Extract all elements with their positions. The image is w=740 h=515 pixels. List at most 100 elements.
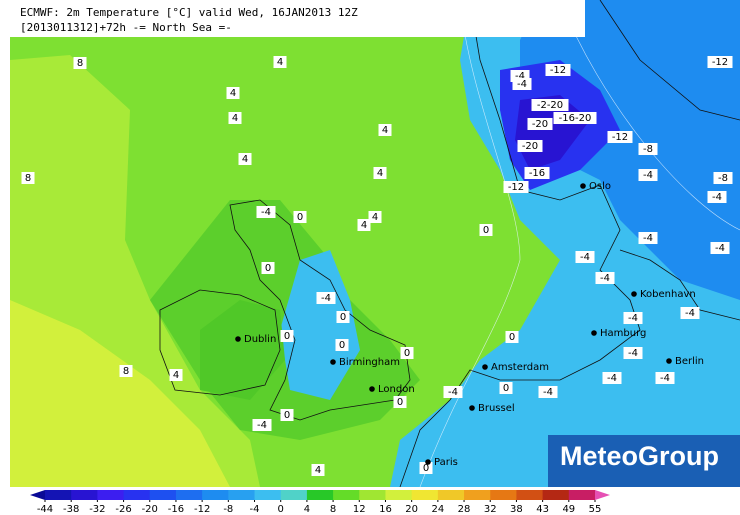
colorbar-segment [516, 490, 544, 500]
coastlines [159, 0, 740, 487]
city-label: Dublin [244, 334, 276, 345]
contour-label-box [336, 311, 350, 323]
contour-label: 4 [173, 370, 179, 381]
contour-label-box [499, 382, 513, 394]
contour-label-box [119, 365, 133, 377]
city-label: Birmingham [339, 357, 400, 368]
city-dot [482, 364, 488, 370]
contour-label: -8 [643, 144, 653, 155]
colorbar-segment [385, 490, 413, 500]
city-label: Berlin [675, 356, 704, 367]
contour-label-box [553, 112, 597, 124]
city-dot [591, 330, 597, 336]
contour-label: 4 [242, 154, 248, 165]
contour-label-box [713, 172, 733, 184]
contour-label: 0 [483, 225, 489, 236]
contour-label: 8 [123, 366, 129, 377]
contour-label-box [393, 396, 407, 408]
contour-label-box [443, 386, 463, 398]
contour-label: -16 [529, 168, 545, 179]
contour-label: 0 [397, 397, 403, 408]
contour-label-box [21, 172, 35, 184]
colorbar-segment [71, 490, 98, 500]
contour-label: 4 [277, 57, 283, 68]
contour-label: 0 [423, 463, 429, 474]
contour-label-box [602, 372, 622, 384]
colorbar-tick-label: 38 [510, 504, 523, 515]
contour-label: -4 [580, 252, 590, 263]
contour-label-box [517, 140, 543, 152]
logo: MeteoGroup [560, 441, 719, 471]
contour-label-box [707, 191, 727, 203]
colorbar-tick-label: 4 [304, 504, 310, 515]
colorbar-segment [437, 490, 465, 500]
colorbar-tick-label: -4 [250, 504, 260, 515]
contour-label-box [524, 167, 550, 179]
contour-label-box [256, 206, 276, 218]
contour-label-box [638, 143, 658, 155]
contour-label-box [595, 272, 615, 284]
contour-label-box [638, 232, 658, 244]
contour-label-box [655, 372, 675, 384]
contour-label: -12 [550, 65, 566, 76]
contour-label: 4 [372, 212, 378, 223]
contour-label-box [293, 211, 307, 223]
contour-label: 4 [315, 465, 321, 476]
contour-label-box [311, 464, 325, 476]
contour-label: -4 [628, 313, 638, 324]
contour-label-box [373, 167, 387, 179]
contour-label-box [707, 56, 733, 68]
colorbar-tick-label: -8 [223, 504, 233, 515]
contour-label-box [280, 409, 294, 421]
contour-label: -4 [543, 387, 553, 398]
city-dot [330, 359, 336, 365]
city-label: Oslo [589, 181, 611, 192]
colorbar-tick-label: -44 [37, 504, 53, 515]
contour-label-box [503, 181, 529, 193]
contour-label: -4 [600, 273, 610, 284]
city-dot [666, 358, 672, 364]
colorbar-tick-label: -26 [115, 504, 131, 515]
colorbar-tick-label: -20 [142, 504, 158, 515]
colorbar-tick-label: 28 [458, 504, 471, 515]
contour-label-box [419, 462, 433, 474]
colorbar-tick-label: 55 [589, 504, 602, 515]
contour-label-box [73, 57, 87, 69]
colorbar-segment [490, 490, 517, 500]
contour-label: -4 [261, 207, 271, 218]
city-label: Paris [434, 457, 458, 468]
city-dot [469, 405, 475, 411]
colorbar-segment [228, 490, 256, 500]
field-warmest [10, 300, 230, 487]
contour-label: 0 [509, 332, 515, 343]
colorbar-tick-label: 32 [484, 504, 497, 515]
contour-label: -4 [660, 373, 670, 384]
contour-label: -4 [257, 420, 267, 431]
contour-label-box [169, 369, 183, 381]
contour-label: -4 [715, 243, 725, 254]
contour-label-box [680, 307, 700, 319]
city-label: Brussel [478, 403, 515, 414]
contour-label-box [316, 292, 336, 304]
contour-label-box [638, 169, 658, 181]
contour-label: -4 [321, 293, 331, 304]
colorbar-tick-label: 16 [379, 504, 392, 515]
contour-label: 0 [284, 331, 290, 342]
contour-label: 8 [25, 173, 31, 184]
contour-label: -4 [712, 192, 722, 203]
contour-label: -4 [448, 387, 458, 398]
colorbar-segment [333, 490, 360, 500]
contour-label-box [623, 347, 643, 359]
field-cold-britain [280, 250, 360, 400]
colorbar-segment [175, 490, 203, 500]
contour-label-box [623, 312, 643, 324]
colorbar-segment [45, 490, 72, 500]
contour-label-box [261, 262, 275, 274]
contour-label-box [527, 118, 553, 130]
contour-label: 0 [297, 212, 303, 223]
land-ireland [200, 300, 285, 400]
contour-label-box [335, 339, 349, 351]
contour-label-box [252, 419, 272, 431]
contour-label-box [228, 112, 242, 124]
